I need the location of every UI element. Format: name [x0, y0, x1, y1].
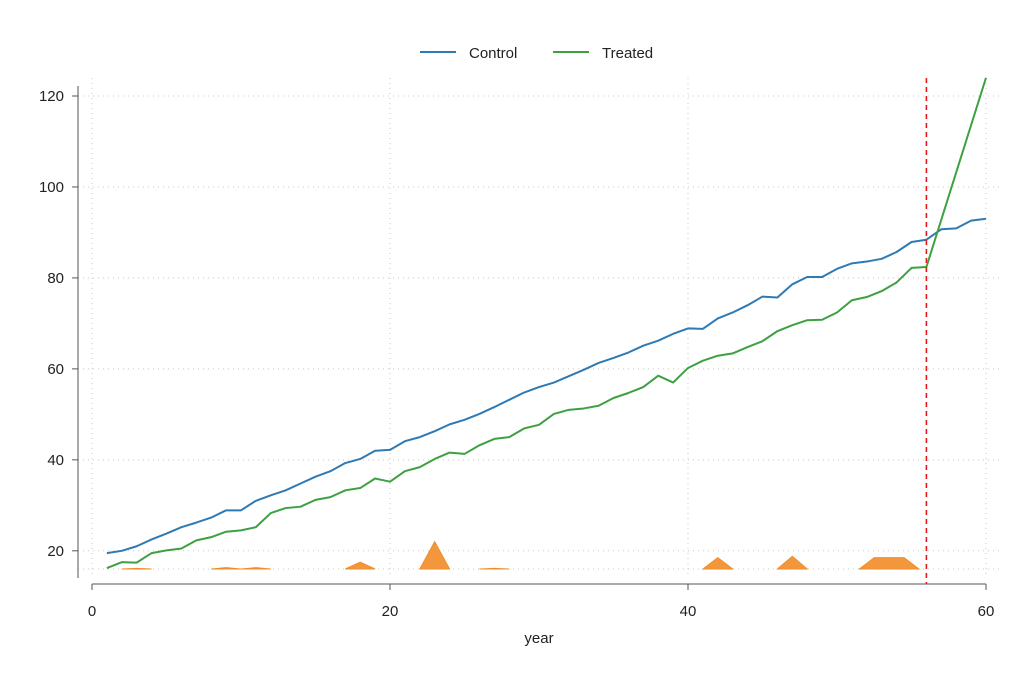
y-tick-label: 20 — [47, 543, 64, 560]
x-axis-title: year — [524, 630, 553, 647]
x-tick-label: 60 — [978, 603, 995, 620]
x-tick-label: 0 — [88, 603, 96, 620]
legend: Control Treated — [420, 45, 653, 62]
marker-triangle — [345, 561, 376, 570]
marker-triangle — [857, 557, 921, 570]
marker-triangle — [479, 567, 510, 570]
y-tick-label: 120 — [39, 88, 64, 105]
marker-triangle — [701, 557, 735, 570]
bottom-markers — [121, 540, 921, 570]
y-tick-label: 100 — [39, 179, 64, 196]
series-lines — [106, 77, 987, 570]
marker-triangle — [418, 540, 451, 570]
marker-triangle — [776, 555, 809, 570]
marker-triangle — [211, 567, 242, 570]
series-line-control — [106, 217, 987, 555]
marker-triangle — [121, 567, 152, 570]
legend-label-treated: Treated — [602, 45, 653, 62]
x-tick-label: 20 — [382, 603, 399, 620]
y-tick-label: 60 — [47, 361, 64, 378]
y-tick-label: 40 — [47, 452, 64, 469]
series-line-treated — [106, 77, 987, 570]
marker-triangle — [240, 567, 271, 570]
grid-lines — [78, 78, 1000, 575]
legend-label-control: Control — [469, 45, 517, 62]
axes: 20 40 60 80 100 120 0 20 40 60 — [39, 86, 994, 620]
x-tick-label: 40 — [680, 603, 697, 620]
y-tick-label: 80 — [47, 270, 64, 287]
